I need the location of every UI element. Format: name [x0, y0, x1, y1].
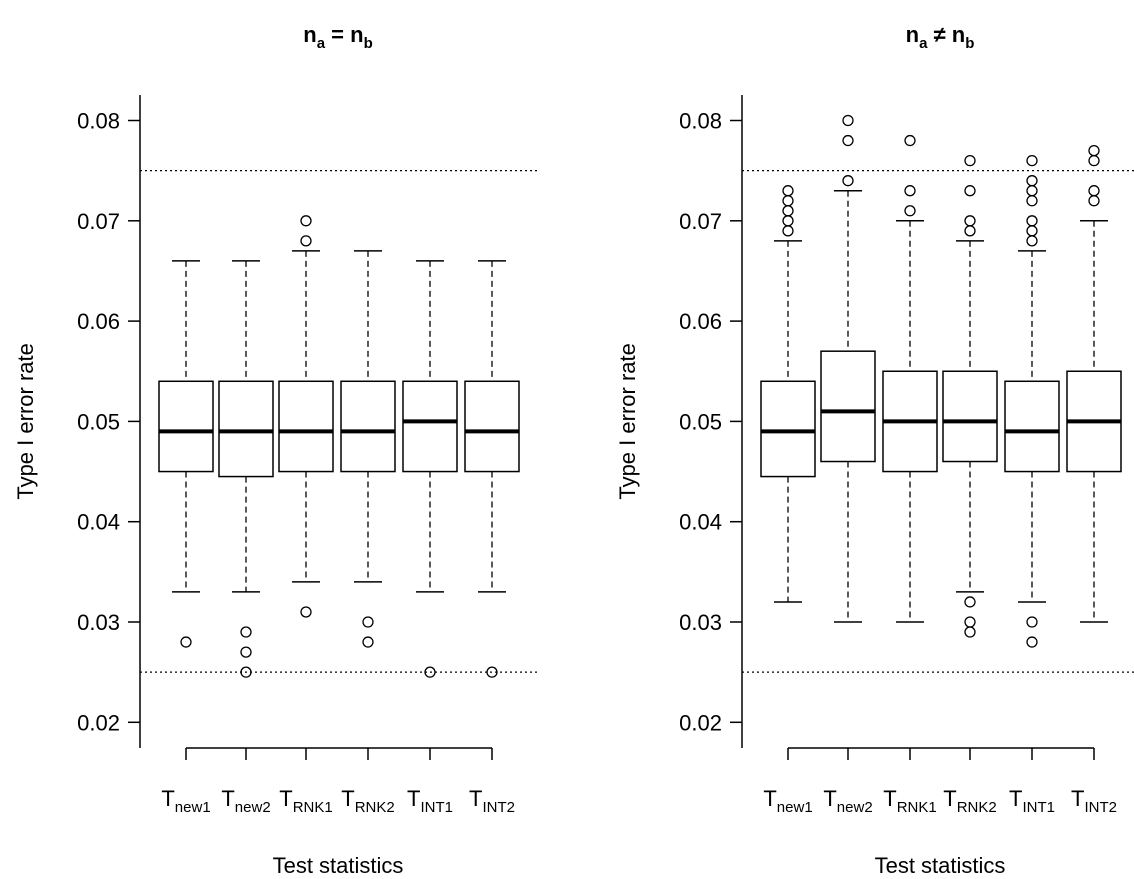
- outlier-point: [1026, 235, 1038, 247]
- outlier-point: [1026, 616, 1038, 628]
- outlier-point: [782, 215, 794, 227]
- outlier-point: [1026, 154, 1038, 167]
- outlier-point: [1026, 225, 1038, 237]
- box-INT1: [402, 260, 458, 678]
- outlier-point: [240, 646, 252, 658]
- outlier-point: [964, 626, 976, 638]
- outlier-point: [842, 175, 854, 187]
- x-tick-label-RNK2: TRNK2: [341, 786, 394, 816]
- iqr-box: [340, 380, 396, 473]
- iqr-box: [820, 350, 876, 463]
- outlier-point: [842, 134, 854, 147]
- box-new1: [158, 260, 214, 648]
- iqr-box: [1004, 380, 1060, 473]
- outlier-point: [904, 205, 916, 217]
- outlier-point: [904, 185, 916, 197]
- outlier-point: [240, 626, 252, 638]
- box-new1: [760, 185, 816, 603]
- outlier-point: [1026, 636, 1038, 648]
- y-tick-label: 0.04: [77, 510, 120, 535]
- iqr-box: [942, 370, 998, 463]
- y-tick-label: 0.02: [77, 710, 120, 735]
- outlier-point: [904, 134, 916, 147]
- outlier-point: [300, 606, 312, 618]
- outlier-point: [964, 225, 976, 237]
- box-RNK1: [278, 215, 334, 618]
- box-RNK2: [942, 154, 998, 638]
- box-new2: [218, 260, 274, 678]
- x-tick-label-new2: Tnew2: [823, 786, 872, 816]
- outlier-point: [1026, 175, 1038, 187]
- outlier-point: [1088, 154, 1100, 167]
- outlier-point: [1088, 185, 1100, 197]
- iqr-box: [402, 380, 458, 473]
- x-tick-label-new1: Tnew1: [161, 786, 210, 816]
- outlier-point: [964, 215, 976, 227]
- outlier-point: [782, 185, 794, 197]
- iqr-box: [158, 380, 214, 473]
- box-INT2: [464, 260, 520, 678]
- chart-title: na ≠ nb: [906, 22, 975, 52]
- outlier-point: [424, 666, 436, 678]
- x-tick-label-new2: Tnew2: [221, 786, 270, 816]
- y-tick-label: 0.06: [679, 309, 722, 334]
- y-tick-label: 0.07: [77, 209, 120, 234]
- outlier-point: [1026, 215, 1038, 227]
- right-panel: na ≠ nb 0.02 0.03 0.04 0.05 0.06 0.07 0.08 Type …: [615, 22, 1134, 878]
- left-panel: na = nb 0.02 0.03 0.04 0.05 0.06 0.07 0.08 Type …: [13, 22, 540, 878]
- iqr-box: [218, 380, 274, 478]
- outlier-point: [964, 596, 976, 608]
- outlier-point: [782, 225, 794, 237]
- outlier-point: [486, 666, 498, 678]
- outlier-point: [964, 185, 976, 197]
- y-tick-label: 0.02: [679, 710, 722, 735]
- y-axis-title: Type I error rate: [615, 343, 640, 500]
- outlier-point: [1026, 195, 1038, 207]
- outlier-point: [842, 114, 854, 127]
- y-tick-label: 0.04: [679, 510, 722, 535]
- outlier-point: [782, 195, 794, 207]
- outlier-point: [180, 636, 192, 648]
- outlier-point: [362, 616, 374, 628]
- iqr-box: [278, 380, 334, 473]
- y-tick-label: 0.08: [77, 109, 120, 134]
- y-axis-title: Type I error rate: [13, 343, 38, 500]
- y-tick-label: 0.03: [679, 610, 722, 635]
- outlier-point: [1026, 185, 1038, 197]
- x-tick-label-INT1: TINT1: [407, 786, 453, 816]
- outlier-point: [1088, 144, 1100, 157]
- chart-title: na = nb: [303, 22, 373, 52]
- x-tick-label-new1: Tnew1: [763, 786, 812, 816]
- outlier-point: [240, 666, 252, 678]
- outlier-point: [300, 215, 312, 227]
- outlier-point: [964, 154, 976, 167]
- y-tick-label: 0.03: [77, 610, 120, 635]
- box-RNK1: [882, 134, 938, 623]
- x-tick-label-RNK2: TRNK2: [943, 786, 996, 816]
- x-axis-title: Test statistics: [875, 853, 1006, 878]
- box-INT2: [1066, 144, 1122, 623]
- x-tick-label-INT2: TINT2: [469, 786, 515, 816]
- box-INT1: [1004, 154, 1060, 648]
- outlier-point: [1088, 195, 1100, 207]
- y-tick-label: 0.05: [77, 409, 120, 434]
- outlier-point: [964, 616, 976, 628]
- outlier-point: [362, 636, 374, 648]
- x-tick-label-RNK1: TRNK1: [883, 786, 936, 816]
- x-tick-label-INT1: TINT1: [1009, 786, 1055, 816]
- outlier-point: [782, 205, 794, 217]
- box-new2: [820, 114, 876, 623]
- y-tick-label: 0.06: [77, 309, 120, 334]
- box-RNK2: [340, 250, 396, 648]
- x-tick-label-INT2: TINT2: [1071, 786, 1117, 816]
- y-tick-label: 0.08: [679, 109, 722, 134]
- x-tick-label-RNK1: TRNK1: [279, 786, 332, 816]
- y-tick-label: 0.07: [679, 209, 722, 234]
- x-axis-title: Test statistics: [273, 853, 404, 878]
- iqr-box: [760, 380, 816, 478]
- outlier-point: [300, 235, 312, 247]
- y-tick-label: 0.05: [679, 409, 722, 434]
- iqr-box: [464, 380, 520, 473]
